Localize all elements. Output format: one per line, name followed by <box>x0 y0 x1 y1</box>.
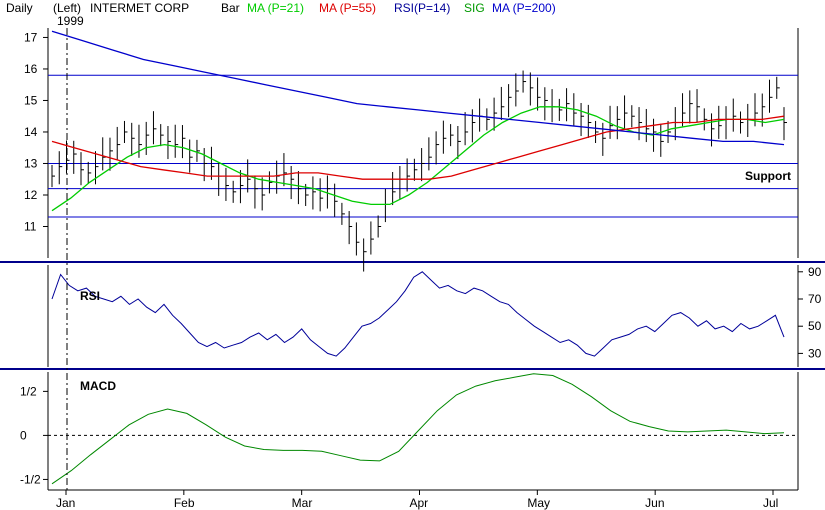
price-y-tick-label: 13 <box>24 156 38 170</box>
x-month-label: Jan <box>56 496 75 510</box>
rsi-line <box>51 271 785 357</box>
legend-ma55: MA (P=55) <box>319 1 377 15</box>
x-month-label: May <box>527 496 550 510</box>
macd-line <box>51 373 785 485</box>
legend-rsi: RSI(P=14) <box>394 1 451 15</box>
rsi-y-tick-label: 30 <box>808 346 822 360</box>
rsi-y-tick-label: 50 <box>808 319 822 333</box>
macd-y-tick-label: -1/2 <box>20 472 41 486</box>
series-ma-p-21 <box>51 106 785 212</box>
legend-ma200: MA (P=200) <box>492 1 556 15</box>
price-panel <box>0 28 825 263</box>
legend-sig: SIG <box>464 1 485 15</box>
header-period: Daily <box>6 1 33 15</box>
macd-panel-title: MACD <box>80 379 116 393</box>
year-label: 1999 <box>57 14 84 28</box>
legend-ma21: MA (P=21) <box>247 1 305 15</box>
price-y-tick-label: 11 <box>24 219 37 233</box>
rsi-y-tick-label: 90 <box>808 265 822 279</box>
support-label: Support <box>745 169 791 183</box>
x-month-label: Jun <box>645 496 664 510</box>
price-y-tick-label: 16 <box>24 62 38 76</box>
x-month-label: Apr <box>410 496 429 510</box>
price-y-tick-label: 12 <box>24 188 38 202</box>
x-month-label: Feb <box>174 496 195 510</box>
header-company: INTERMET CORP <box>90 1 190 15</box>
header-axis-side: (Left) <box>53 1 82 15</box>
header-bar-label: Bar <box>221 1 240 15</box>
macd-panel <box>47 372 799 491</box>
series-ma-p-200 <box>51 30 785 146</box>
x-month-label: Mar <box>292 496 313 510</box>
rsi-panel <box>0 265 825 370</box>
price-y-tick-label: 14 <box>24 125 38 139</box>
rsi-y-tick-label: 70 <box>808 292 822 306</box>
price-y-tick-label: 17 <box>24 30 38 44</box>
rsi-panel-title: RSI <box>80 289 100 303</box>
macd-y-tick-label: 1/2 <box>20 384 37 398</box>
series-ma-p-55 <box>51 115 785 180</box>
macd-y-tick-label: 0 <box>20 428 27 442</box>
price-y-tick-label: 15 <box>24 93 38 107</box>
x-month-label: Jul <box>763 496 778 510</box>
